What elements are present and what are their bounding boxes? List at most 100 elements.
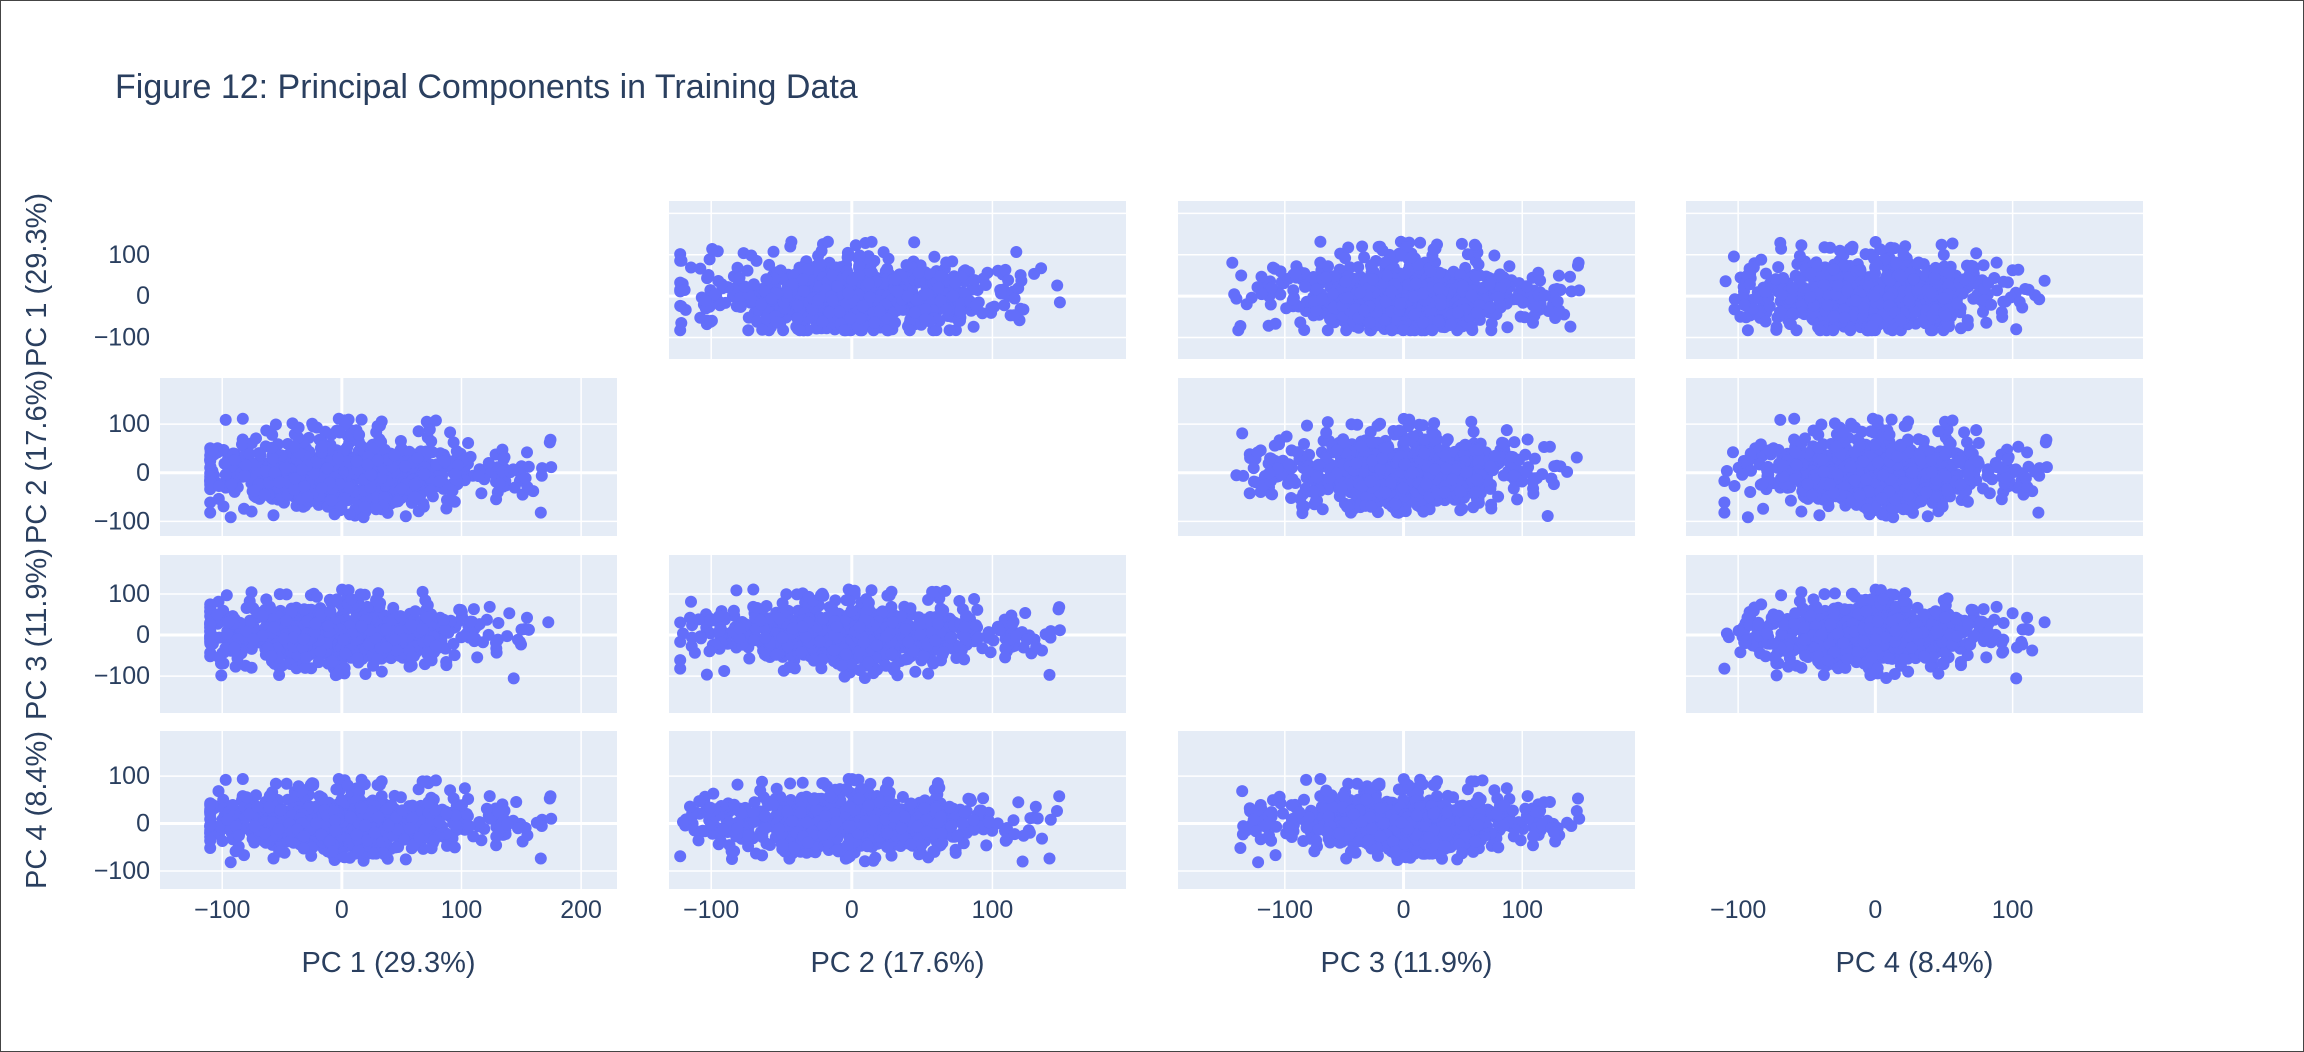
data-point <box>296 463 309 476</box>
data-point <box>816 315 829 328</box>
data-point <box>1312 458 1325 471</box>
data-point <box>675 317 688 329</box>
data-point <box>543 436 556 449</box>
data-point <box>2038 274 2051 287</box>
data-point <box>1572 259 1584 272</box>
data-point <box>424 485 437 497</box>
data-point <box>934 270 947 282</box>
data-point <box>930 324 943 337</box>
data-point <box>1894 270 1907 283</box>
data-point <box>863 291 876 304</box>
data-point <box>1534 274 1547 287</box>
data-point <box>1051 279 1064 292</box>
data-point <box>1380 442 1392 455</box>
data-point <box>1374 417 1387 430</box>
data-point <box>1385 285 1398 298</box>
data-point <box>741 264 754 277</box>
data-point <box>399 460 411 473</box>
data-point <box>2019 283 2032 295</box>
data-point <box>361 458 374 471</box>
data-point <box>1294 492 1307 505</box>
data-point <box>742 324 755 337</box>
data-point <box>838 324 851 337</box>
data-point <box>767 245 780 258</box>
data-point <box>1564 270 1576 283</box>
data-point <box>1538 441 1551 453</box>
data-point <box>321 462 334 475</box>
data-point <box>821 235 834 248</box>
data-point <box>1409 277 1422 290</box>
data-point <box>204 496 217 509</box>
panel-pc1-vs-pc4 <box>1686 201 2143 359</box>
panel-pc2-vs-pc3 <box>1178 378 1635 536</box>
data-point <box>1814 324 1827 337</box>
data-point <box>940 256 953 269</box>
data-point <box>1755 253 1768 266</box>
data-point <box>1339 252 1352 265</box>
data-point <box>1769 273 1782 286</box>
data-point <box>1243 487 1256 500</box>
data-point <box>1548 460 1561 473</box>
data-point <box>770 316 783 328</box>
data-point <box>1774 305 1786 318</box>
data-point <box>1770 323 1783 336</box>
data-point <box>1838 259 1851 272</box>
data-point <box>745 249 758 262</box>
data-point <box>967 320 980 333</box>
data-point <box>307 420 320 433</box>
data-point <box>1529 301 1542 313</box>
data-point <box>1503 260 1516 273</box>
data-point <box>1263 467 1276 480</box>
data-point <box>333 426 346 439</box>
data-point <box>881 262 894 275</box>
data-point <box>1884 241 1897 254</box>
data-point <box>1743 262 1756 275</box>
data-point <box>1925 286 1937 299</box>
data-point <box>796 273 809 286</box>
data-point <box>1456 279 1469 292</box>
data-point <box>1265 281 1278 294</box>
data-point <box>1719 275 1732 288</box>
data-point <box>1951 297 1963 310</box>
data-point <box>856 300 869 313</box>
data-point <box>1970 247 1983 260</box>
data-point <box>1541 510 1554 522</box>
data-point <box>1008 292 1021 305</box>
panel-pc1-vs-pc3 <box>1178 201 1635 359</box>
data-point <box>1573 284 1586 297</box>
data-point <box>1521 433 1534 446</box>
data-point <box>988 300 1001 313</box>
data-point <box>1485 502 1498 515</box>
data-point <box>1035 262 1048 275</box>
data-point <box>1291 446 1304 459</box>
data-point <box>1234 320 1247 332</box>
data-point <box>932 281 945 294</box>
data-point <box>1471 306 1484 319</box>
data-point <box>332 452 345 465</box>
data-point <box>785 235 798 248</box>
data-point <box>375 435 388 448</box>
data-point <box>1418 447 1431 460</box>
data-point <box>1268 439 1281 452</box>
data-point <box>1280 430 1293 443</box>
data-point <box>1996 311 2009 323</box>
data-point <box>1795 505 1808 518</box>
data-point <box>1793 249 1806 262</box>
data-point <box>1301 419 1313 432</box>
data-point <box>1844 324 1857 337</box>
data-point <box>903 324 916 337</box>
data-point <box>1440 462 1452 475</box>
data-point <box>1393 424 1406 437</box>
data-point <box>1738 298 1751 311</box>
data-point <box>780 286 793 299</box>
data-point <box>854 312 867 325</box>
data-point <box>1364 316 1376 329</box>
data-point <box>1406 466 1419 479</box>
data-point <box>947 289 960 302</box>
data-point <box>674 299 687 312</box>
data-point <box>841 251 854 264</box>
data-point <box>1002 274 1015 287</box>
data-point <box>1775 242 1788 255</box>
data-point <box>1461 248 1474 261</box>
data-point <box>1408 308 1421 321</box>
